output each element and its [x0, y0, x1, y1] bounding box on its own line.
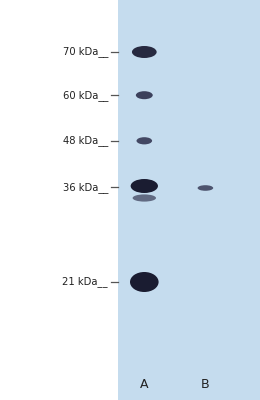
Text: 21 kDa__: 21 kDa__: [62, 276, 108, 288]
Ellipse shape: [131, 179, 158, 193]
Ellipse shape: [132, 46, 157, 58]
Ellipse shape: [136, 91, 153, 99]
Text: 70 kDa__: 70 kDa__: [62, 46, 108, 58]
Text: B: B: [201, 378, 210, 391]
Text: A: A: [140, 378, 148, 391]
Ellipse shape: [133, 194, 156, 202]
Ellipse shape: [136, 137, 152, 144]
Text: 60 kDa__: 60 kDa__: [62, 90, 108, 101]
FancyBboxPatch shape: [118, 0, 260, 400]
Text: 36 kDa__: 36 kDa__: [62, 182, 108, 193]
Ellipse shape: [130, 272, 159, 292]
Text: 48 kDa__: 48 kDa__: [63, 135, 108, 146]
Ellipse shape: [198, 185, 213, 191]
